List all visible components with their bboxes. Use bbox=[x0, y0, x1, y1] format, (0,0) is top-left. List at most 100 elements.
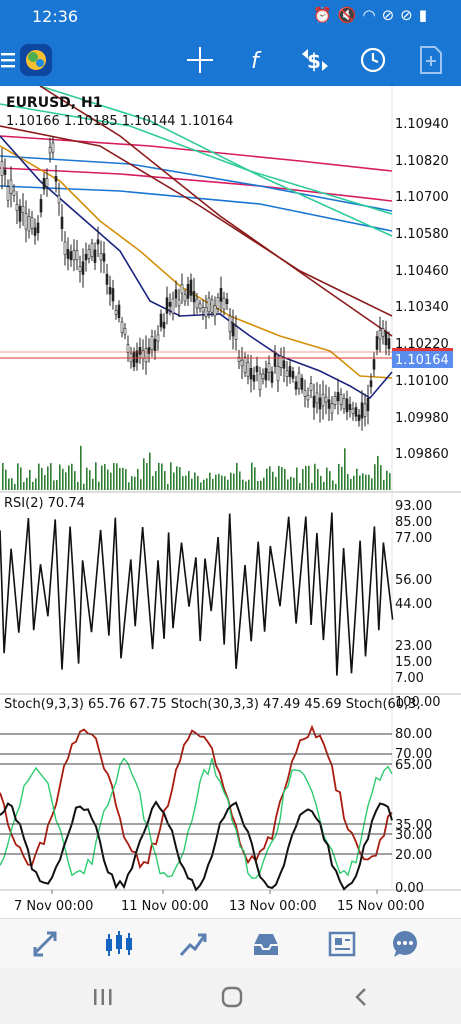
candle-body bbox=[21, 206, 25, 214]
volume-bar bbox=[284, 468, 286, 490]
volume-bar bbox=[158, 462, 160, 490]
candle-body bbox=[120, 321, 124, 333]
app-logo[interactable] bbox=[18, 42, 54, 78]
stoch-tick: 0.00 bbox=[395, 881, 424, 896]
candle-body bbox=[60, 216, 64, 229]
candle-body bbox=[15, 204, 19, 212]
volume-bar bbox=[299, 483, 301, 490]
candle-body bbox=[99, 253, 103, 261]
candle-body bbox=[36, 222, 40, 234]
add-object-icon[interactable] bbox=[413, 42, 449, 78]
candle-body bbox=[381, 328, 385, 337]
history-icon[interactable] bbox=[246, 927, 286, 961]
candle-body bbox=[147, 347, 151, 354]
volume-bar bbox=[89, 470, 91, 490]
volume-bar bbox=[140, 479, 142, 490]
crosshair-icon[interactable] bbox=[182, 42, 218, 78]
candle-body bbox=[30, 217, 34, 229]
candle-body bbox=[231, 322, 235, 337]
volume-bar bbox=[176, 466, 178, 490]
volume-bar bbox=[269, 466, 271, 490]
candle-body bbox=[315, 392, 319, 404]
time-tick: 15 Nov 00:00 bbox=[337, 899, 425, 914]
svg-text:$: $ bbox=[307, 49, 321, 73]
news-icon[interactable] bbox=[322, 927, 362, 961]
stoch-main-line bbox=[0, 800, 393, 892]
volume-bar bbox=[338, 463, 340, 490]
toolbar: f $ bbox=[0, 34, 461, 86]
candle-body bbox=[177, 299, 181, 307]
volume-bar bbox=[287, 479, 289, 490]
candle-body bbox=[24, 213, 28, 230]
volume-bar bbox=[101, 465, 103, 490]
candle-body bbox=[69, 251, 73, 261]
symbol-change-icon[interactable]: $ bbox=[297, 42, 333, 78]
indicators-icon[interactable]: f bbox=[239, 42, 275, 78]
volume-bar bbox=[200, 482, 202, 490]
volume-bar bbox=[182, 476, 184, 490]
candle-body bbox=[81, 261, 85, 275]
volume-bar bbox=[86, 467, 88, 490]
candle-body bbox=[288, 366, 292, 377]
stoch-slow-line bbox=[0, 724, 393, 870]
candle-body bbox=[90, 242, 94, 258]
volume-bar bbox=[323, 481, 325, 490]
rsi-label: RSI(2) 70.74 bbox=[4, 496, 85, 511]
candle-body bbox=[108, 287, 112, 295]
candle-body bbox=[357, 414, 361, 421]
volume-bar bbox=[371, 478, 373, 490]
volume-bar bbox=[305, 466, 307, 490]
candle-body bbox=[342, 398, 346, 410]
volume-bar bbox=[110, 472, 112, 490]
volume-bar bbox=[224, 476, 226, 490]
candle-body bbox=[318, 397, 322, 410]
rsi-tick: 85.00 bbox=[395, 515, 432, 530]
candle-body bbox=[282, 360, 286, 369]
blocked-icon: ⊘ bbox=[381, 6, 401, 24]
candle-body bbox=[144, 348, 148, 363]
volume-bar bbox=[251, 462, 253, 490]
stoch-tick: 20.00 bbox=[395, 848, 432, 863]
system-nav-bar bbox=[0, 968, 461, 1024]
volume-bar bbox=[386, 470, 388, 490]
volume-bar bbox=[260, 480, 262, 490]
volume-bar bbox=[134, 476, 136, 490]
candle-body bbox=[333, 396, 337, 405]
menu-icon[interactable] bbox=[0, 42, 30, 78]
candle-body bbox=[78, 266, 82, 272]
back-icon[interactable] bbox=[341, 982, 381, 1012]
candle-body bbox=[306, 395, 310, 401]
candle-body bbox=[111, 288, 115, 302]
candle-body bbox=[369, 380, 373, 387]
chart-svg[interactable]: EURUSD, H1 1.10166 1.10185 1.10144 1.101… bbox=[0, 85, 461, 918]
candle-body bbox=[351, 408, 355, 414]
stoch-tick: 30.00 bbox=[395, 828, 432, 843]
chart-icon[interactable] bbox=[99, 927, 139, 961]
price-tick: 1.10580 bbox=[395, 227, 449, 242]
candle-body bbox=[378, 330, 382, 340]
quotes-icon[interactable] bbox=[26, 927, 66, 961]
candle-body bbox=[96, 239, 100, 245]
volume-bar bbox=[359, 475, 361, 490]
moving-average-line bbox=[39, 85, 393, 237]
price-tick: 1.09860 bbox=[395, 447, 449, 462]
volume-bar bbox=[71, 463, 73, 490]
timeframe-icon[interactable] bbox=[355, 42, 391, 78]
bottom-nav bbox=[0, 918, 461, 969]
candle-body bbox=[168, 302, 172, 307]
candle-body bbox=[126, 344, 130, 353]
moving-average-line bbox=[0, 135, 393, 172]
trade-icon[interactable] bbox=[173, 927, 213, 961]
volume-bar bbox=[167, 483, 169, 490]
candle-body bbox=[303, 390, 307, 397]
candle-body bbox=[192, 291, 196, 303]
chat-icon[interactable] bbox=[385, 927, 425, 961]
volume-bar bbox=[275, 476, 277, 490]
recent-apps-icon[interactable] bbox=[83, 982, 123, 1012]
chart-area[interactable]: EURUSD, H1 1.10166 1.10185 1.10144 1.101… bbox=[0, 85, 461, 918]
stoch-tick: 70.00 bbox=[395, 747, 432, 762]
home-icon[interactable] bbox=[212, 982, 252, 1012]
candle-body bbox=[240, 359, 244, 367]
candle-body bbox=[3, 169, 7, 175]
current-price-badge bbox=[392, 350, 453, 368]
